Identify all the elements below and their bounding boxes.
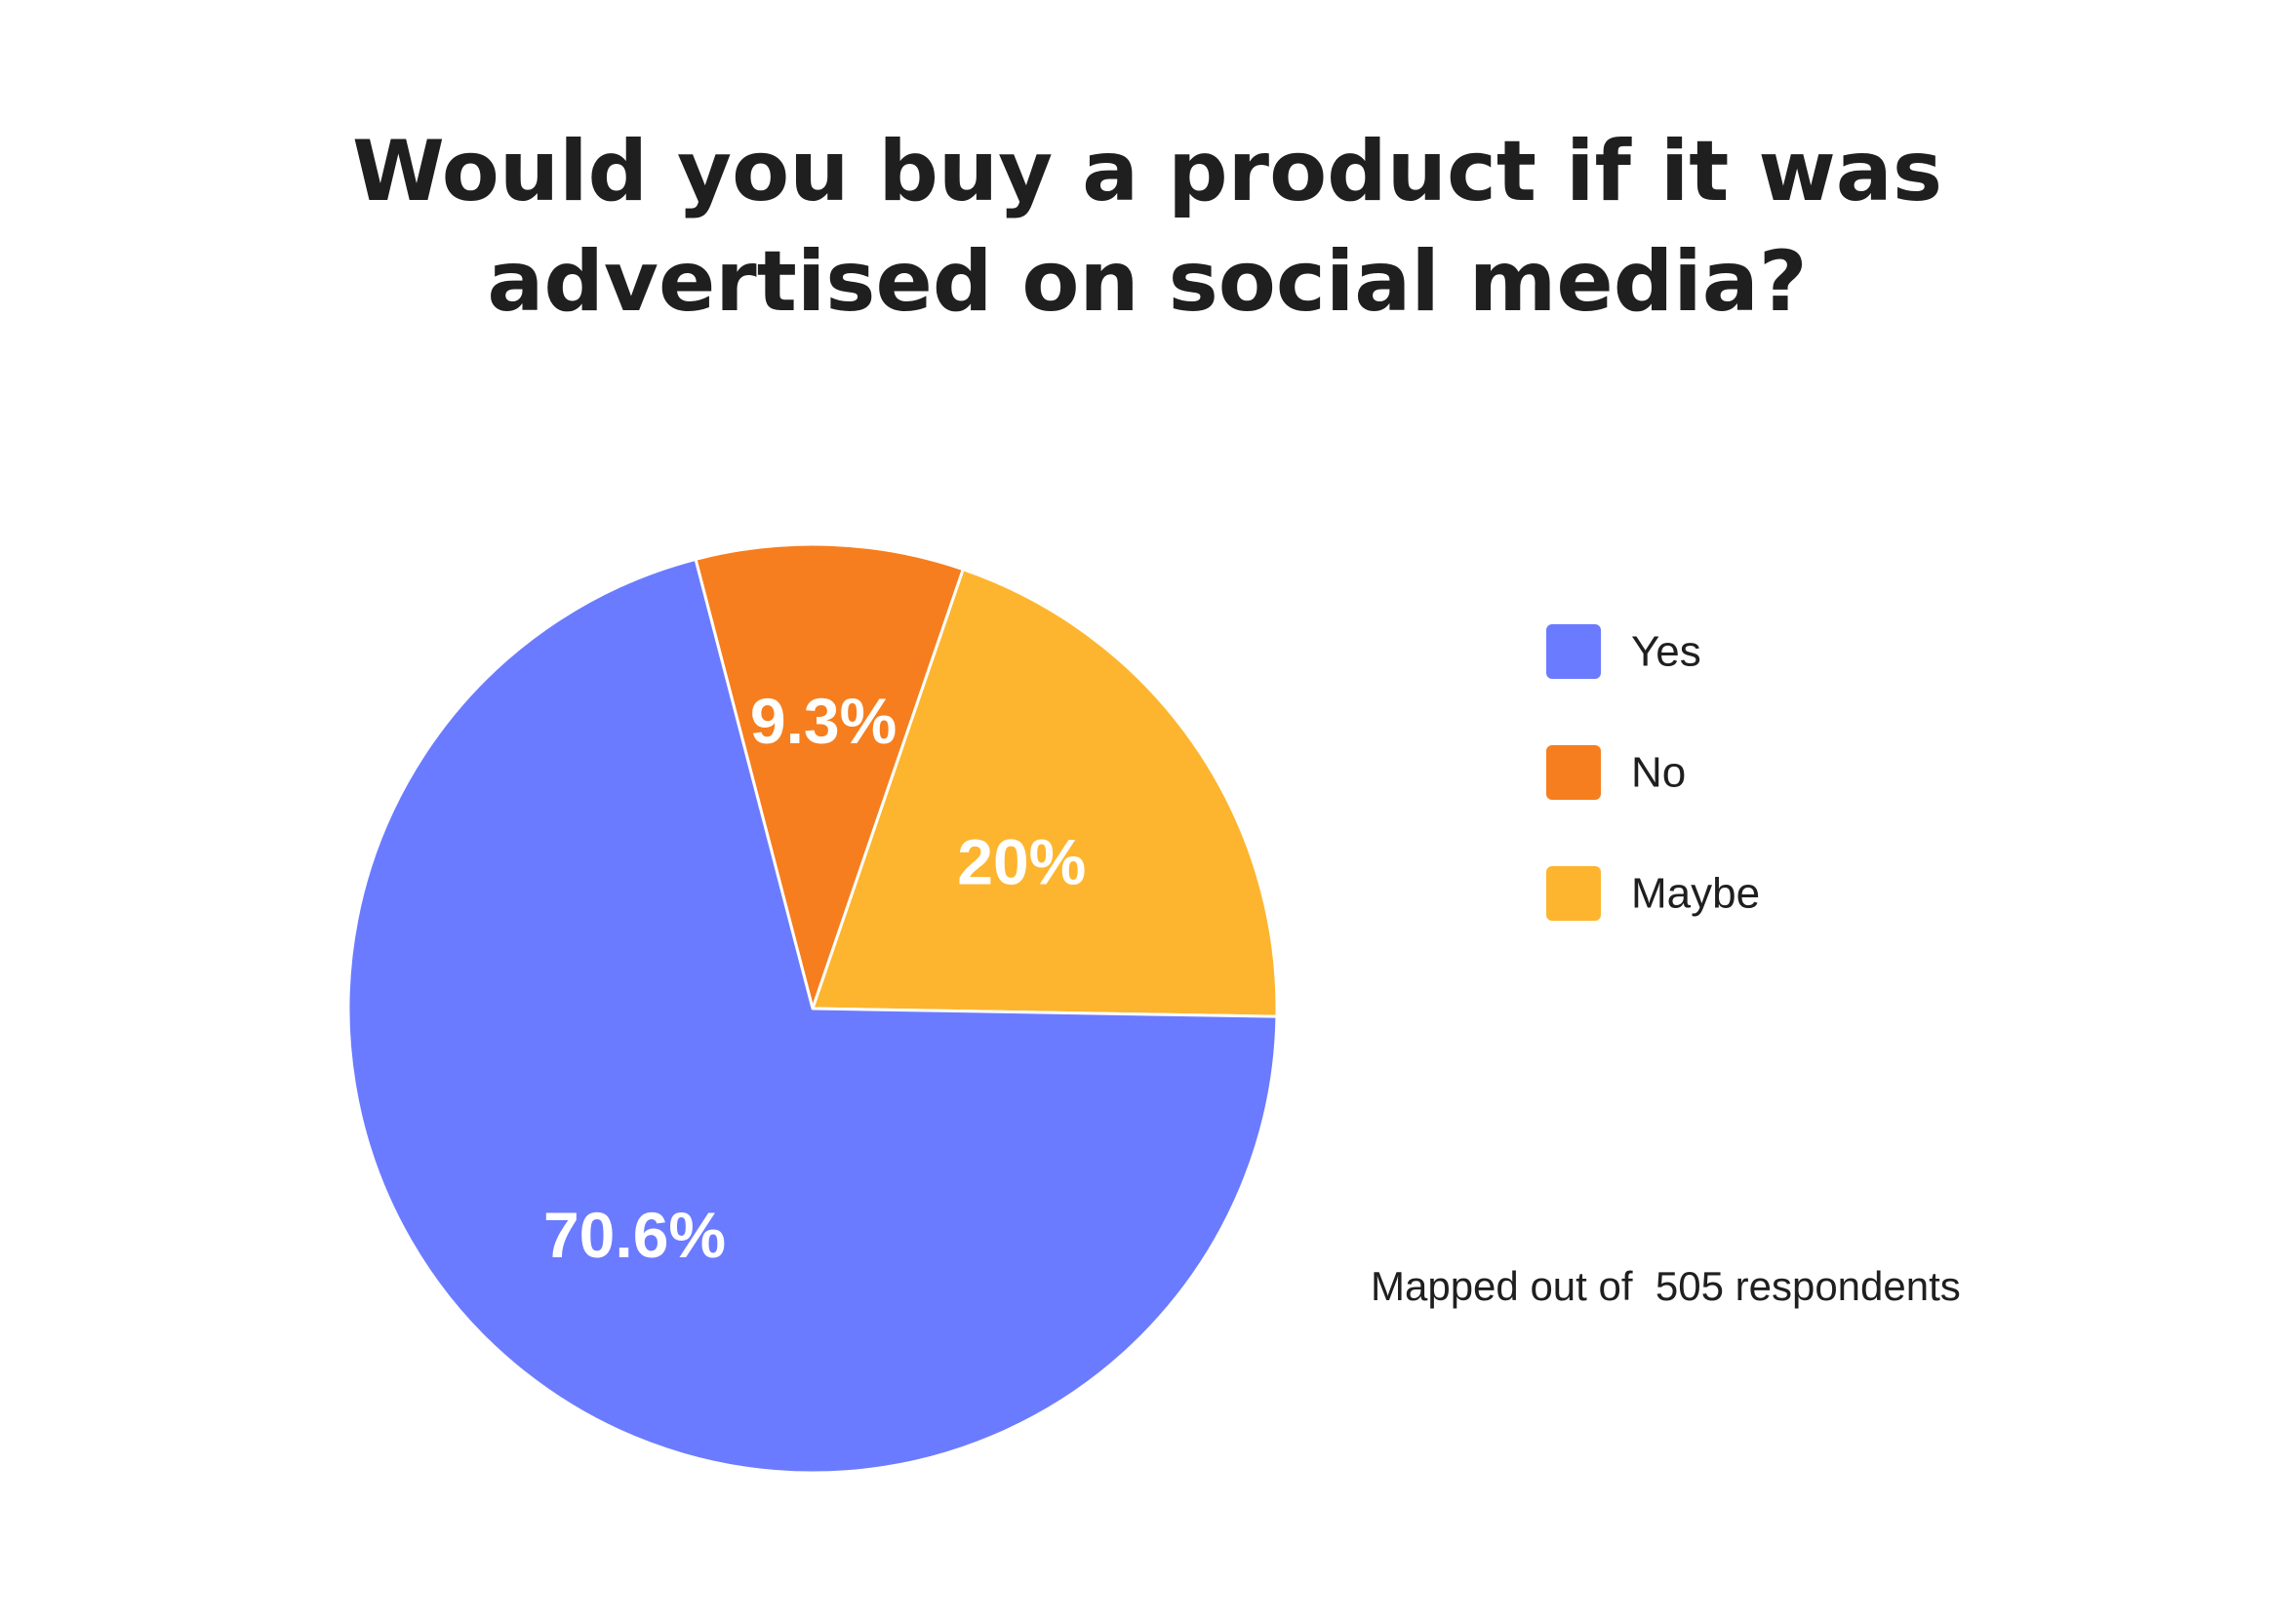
legend-swatch-maybe <box>1546 866 1601 921</box>
legend-swatch-no <box>1546 745 1601 800</box>
pie-slice-maybe <box>811 568 1279 1018</box>
slice-label-maybe: 20% <box>957 826 1086 898</box>
chart-title-line-1: Would you buy a product if it was <box>352 123 1942 220</box>
pie-slice-yes <box>346 557 1279 1475</box>
pie-slice-no <box>694 542 965 1010</box>
pie-slices <box>346 542 1279 1475</box>
legend: Yes No Maybe <box>1546 624 1760 921</box>
legend-label-maybe: Maybe <box>1631 870 1760 918</box>
chart-title: Would you buy a product if it was advert… <box>352 123 1942 331</box>
slice-label-no: 9.3% <box>750 685 897 757</box>
legend-swatch-yes <box>1546 624 1601 679</box>
respondents-note: Mapped out of 505 respondents <box>1371 1263 1961 1309</box>
chart-title-line-2: advertised on social media? <box>487 233 1807 331</box>
slice-labels: 9.3% 20% 70.6% <box>543 685 1086 1271</box>
legend-label-yes: Yes <box>1631 628 1701 676</box>
slice-label-yes: 70.6% <box>543 1199 726 1271</box>
legend-label-no: No <box>1631 749 1686 797</box>
